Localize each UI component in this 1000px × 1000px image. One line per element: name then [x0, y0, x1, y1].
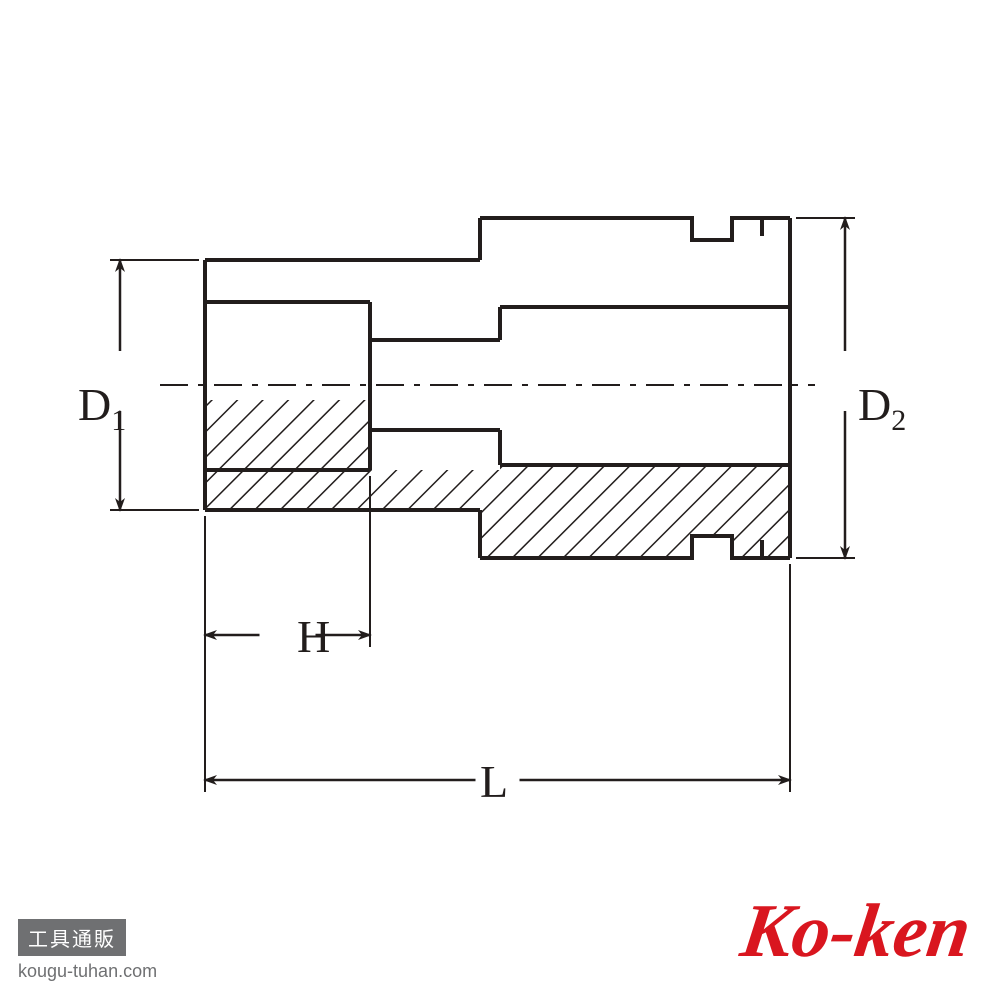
- label-h: H: [297, 610, 330, 663]
- d1-text: D: [78, 379, 111, 430]
- label-d1: D1: [78, 378, 126, 438]
- brand-logo: Ko-ken: [736, 888, 976, 975]
- footer-tag: 工具通販: [18, 919, 126, 956]
- label-d2: D2: [858, 378, 906, 438]
- d2-sub: 2: [891, 404, 906, 437]
- d2-text: D: [858, 379, 891, 430]
- d1-sub: 1: [111, 404, 126, 437]
- footer-url: kougu-tuhan.com: [18, 961, 157, 982]
- label-l: L: [480, 755, 508, 808]
